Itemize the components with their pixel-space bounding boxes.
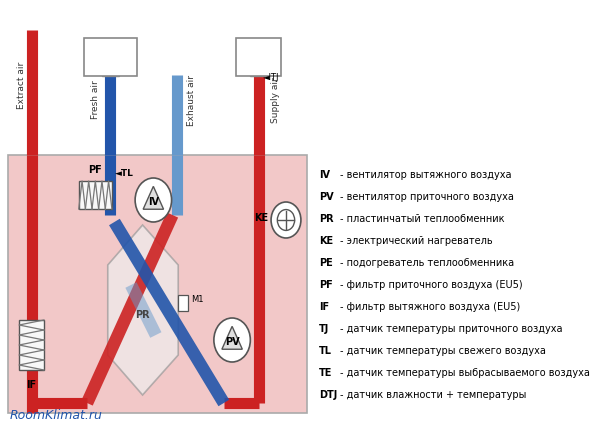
Text: PR: PR (319, 214, 334, 224)
Text: IV: IV (319, 170, 330, 180)
Bar (250, 58, 267, 76)
Text: PR: PR (135, 310, 150, 320)
Text: RoomKlimat.ru: RoomKlimat.ru (10, 409, 103, 422)
Text: DTJ: DTJ (319, 390, 337, 400)
Text: - датчик температуры приточного воздуха: - датчик температуры приточного воздуха (340, 324, 562, 334)
Bar (178, 295, 188, 311)
Text: - вентилятор приточного воздуха: - вентилятор приточного воздуха (340, 192, 514, 202)
Text: - подогреватель теплообменника: - подогреватель теплообменника (340, 258, 514, 268)
Polygon shape (143, 186, 164, 209)
Text: KE: KE (319, 236, 333, 246)
Text: EKA NIS: EKA NIS (90, 46, 131, 55)
Text: KE: KE (254, 213, 268, 223)
Text: Extract air: Extract air (17, 61, 26, 109)
Text: - датчик влажности + температуры: - датчик влажности + температуры (340, 390, 526, 400)
Polygon shape (222, 326, 242, 349)
Text: PV: PV (319, 192, 334, 202)
Text: - пластинчатый теплообменник: - пластинчатый теплообменник (340, 214, 505, 224)
Text: PE: PE (319, 258, 333, 268)
Circle shape (214, 318, 250, 362)
Text: TE: TE (319, 368, 332, 378)
Text: - фильтр вытяжного воздуха (EU5): - фильтр вытяжного воздуха (EU5) (340, 302, 520, 312)
Text: TJ: TJ (319, 324, 329, 334)
Bar (79, 181, 112, 209)
Text: - вентилятор вытяжного воздуха: - вентилятор вытяжного воздуха (340, 170, 511, 180)
Text: - электрический нагреватель: - электрический нагреватель (340, 236, 493, 246)
Text: PV: PV (225, 337, 239, 347)
Text: PH: PH (103, 60, 118, 69)
Bar (84, 38, 137, 76)
Circle shape (271, 202, 301, 238)
Text: PF: PF (88, 165, 102, 175)
Text: ◄TL: ◄TL (115, 169, 134, 178)
Bar (236, 38, 281, 76)
Text: - датчик температуры выбрасываемого воздуха: - датчик температуры выбрасываемого возд… (340, 368, 590, 378)
Text: Exhaust air: Exhaust air (187, 75, 196, 126)
Bar (19, 320, 44, 370)
Circle shape (277, 210, 295, 230)
Text: IF: IF (26, 380, 37, 390)
Text: ◄ITJ: ◄ITJ (263, 74, 279, 83)
Text: Supply air: Supply air (271, 77, 280, 123)
Text: EKA: EKA (247, 53, 270, 63)
Circle shape (135, 178, 172, 222)
Text: - фильтр приточного воздуха (EU5): - фильтр приточного воздуха (EU5) (340, 280, 523, 290)
Bar (102, 58, 119, 76)
Text: Fresh air: Fresh air (91, 81, 100, 119)
Text: IF: IF (319, 302, 329, 312)
Text: IV: IV (148, 197, 159, 207)
Text: - датчик температуры свежего воздуха: - датчик температуры свежего воздуха (340, 346, 546, 356)
Text: M1: M1 (191, 296, 203, 305)
Text: TL: TL (319, 346, 332, 356)
Bar (8, 155, 307, 413)
Polygon shape (108, 225, 178, 395)
Text: PF: PF (319, 280, 333, 290)
